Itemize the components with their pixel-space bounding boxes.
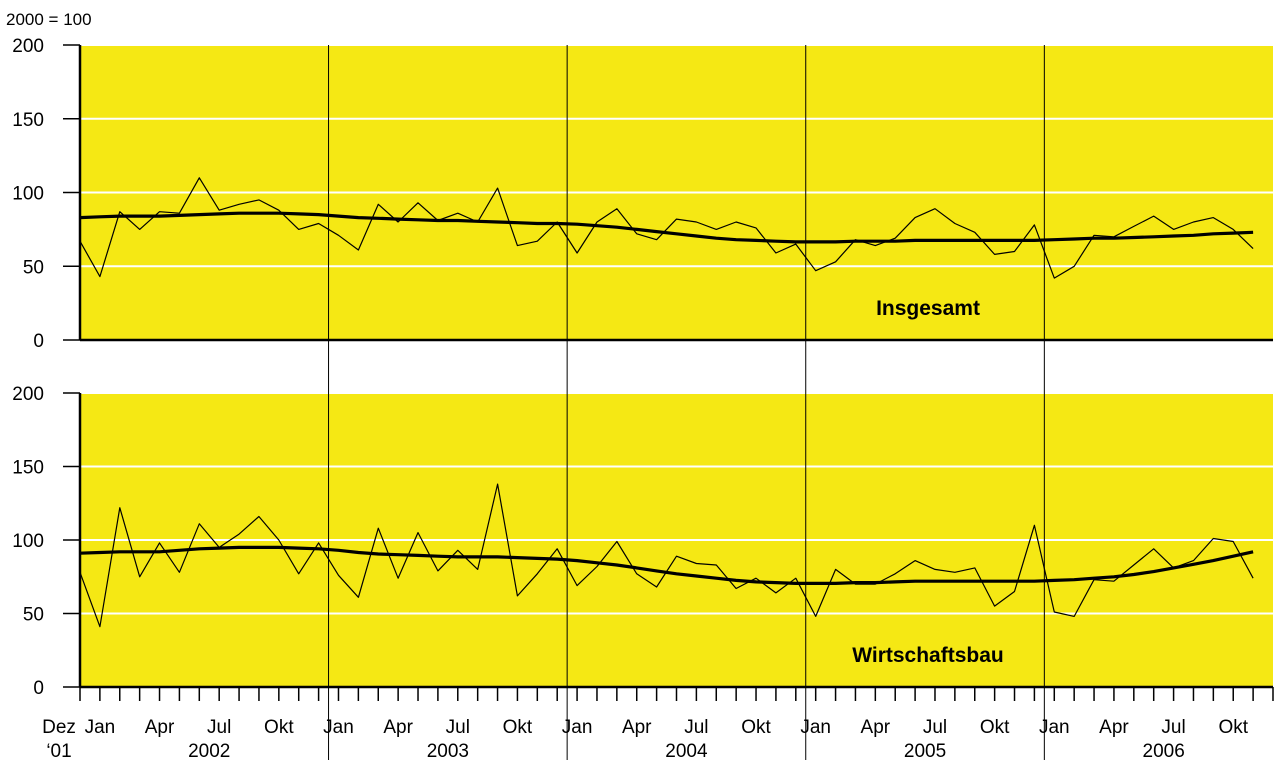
x-month-label-2005-Apr: Apr bbox=[861, 717, 891, 738]
y-tick-label-2-0: 0 bbox=[33, 678, 44, 699]
y-tick-label-1-50: 50 bbox=[23, 257, 44, 278]
axes bbox=[63, 44, 1274, 760]
x-month-label-2005-Jan: Jan bbox=[800, 717, 831, 738]
x-month-label-2004-Apr: Apr bbox=[622, 717, 652, 738]
y-tick-label-2-200: 200 bbox=[12, 384, 44, 405]
x-month-label-2003-Jul: Jul bbox=[446, 717, 470, 738]
y-tick-label-1-150: 150 bbox=[12, 110, 44, 131]
series-line-1-original bbox=[79, 177, 1254, 279]
y-tick-label-2-50: 50 bbox=[23, 605, 44, 626]
x-month-label-2004-Jul: Jul bbox=[684, 717, 708, 738]
x-month-label-2006-Apr: Apr bbox=[1099, 717, 1129, 738]
y-tick-label-1-100: 100 bbox=[12, 184, 44, 205]
y-tick-label-2-150: 150 bbox=[12, 458, 44, 479]
x-month-label-2002-Jan: Jan bbox=[85, 717, 116, 738]
panel-title-2: Wirtschaftsbau bbox=[852, 644, 1004, 667]
series-line-2-trend bbox=[79, 545, 1254, 586]
x-year-label-2004: 2004 bbox=[665, 741, 708, 760]
x-start-label-month: Dez bbox=[42, 717, 76, 738]
x-month-label-2002-Apr: Apr bbox=[145, 717, 175, 738]
y-tick-label-1-200: 200 bbox=[12, 36, 44, 57]
x-year-label-2003: 2003 bbox=[427, 741, 469, 760]
x-month-label-2002-Okt: Okt bbox=[264, 717, 294, 738]
panel-backgrounds bbox=[80, 45, 1273, 687]
x-month-label-2005-Okt: Okt bbox=[980, 717, 1010, 738]
unit-label: 2000 = 100 bbox=[6, 10, 92, 29]
x-start-label-year: ‘01 bbox=[46, 741, 71, 760]
series-line-1-trend bbox=[79, 211, 1254, 244]
y-tick-label-1-0: 0 bbox=[33, 331, 44, 352]
series-lines bbox=[79, 177, 1254, 628]
x-month-label-2006-Jan: Jan bbox=[1039, 717, 1070, 738]
x-month-label-2004-Okt: Okt bbox=[741, 717, 771, 738]
x-month-label-2003-Apr: Apr bbox=[383, 717, 413, 738]
x-year-label-2002: 2002 bbox=[188, 741, 230, 760]
x-year-label-2006: 2006 bbox=[1143, 741, 1185, 760]
x-month-label-2006-Jul: Jul bbox=[1161, 717, 1185, 738]
x-month-label-2003-Okt: Okt bbox=[503, 717, 533, 738]
x-month-label-2002-Jul: Jul bbox=[207, 717, 231, 738]
y-tick-label-2-100: 100 bbox=[12, 531, 44, 552]
x-year-label-2005: 2005 bbox=[904, 741, 946, 760]
x-month-label-2003-Jan: Jan bbox=[323, 717, 354, 738]
x-month-label-2004-Jan: Jan bbox=[562, 717, 593, 738]
axis-labels: 0 50 100 150 200 Insgesamt 0 50 100 150 200 Wirtsch… bbox=[12, 36, 1248, 760]
panel-title-1: Insgesamt bbox=[876, 297, 980, 320]
x-month-label-2006-Okt: Okt bbox=[1218, 717, 1248, 738]
x-month-label-2005-Jul: Jul bbox=[923, 717, 947, 738]
